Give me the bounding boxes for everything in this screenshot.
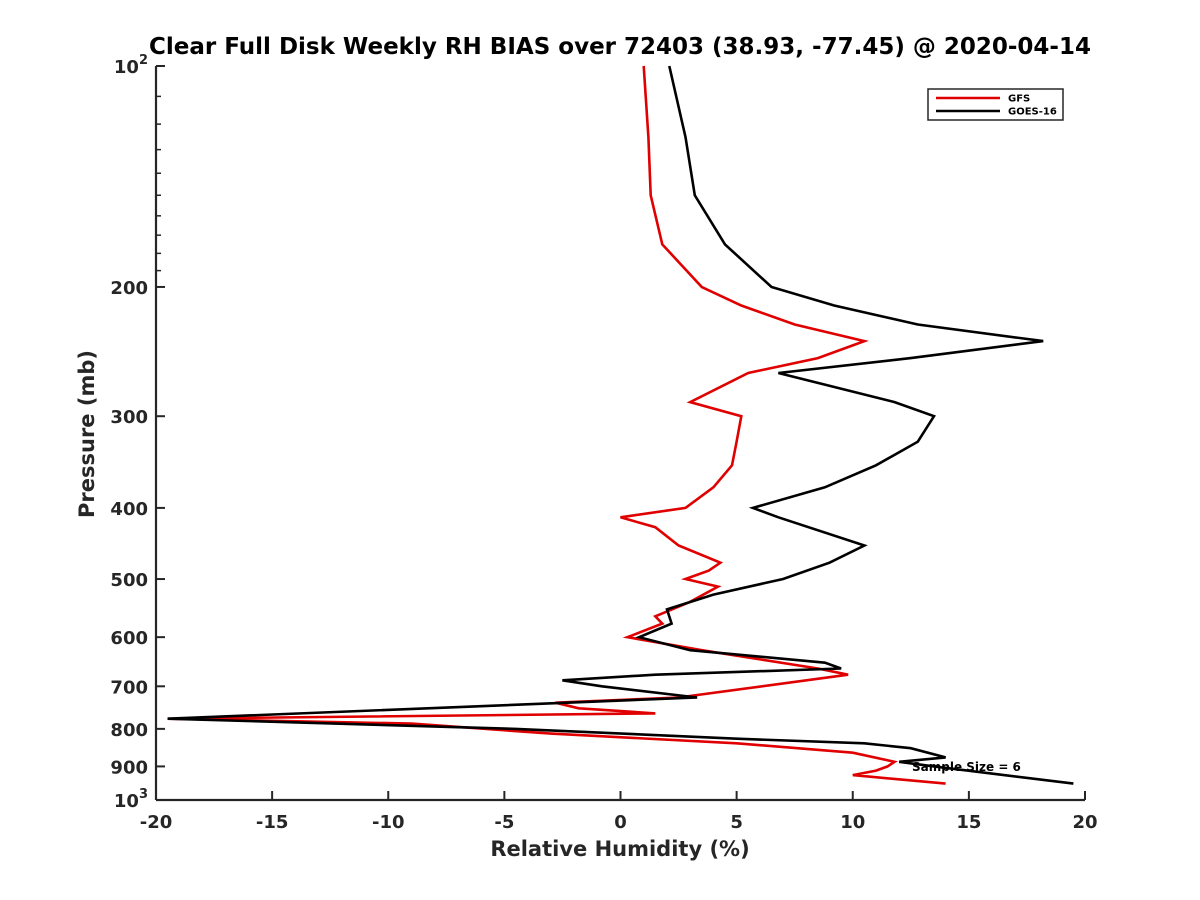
legend-box <box>927 88 1064 121</box>
y-tick-label: 200 <box>110 278 148 299</box>
series-line-gfs <box>167 65 946 785</box>
legend: GFS GOES-16 <box>927 88 1064 121</box>
plot-area <box>156 66 1085 800</box>
x-tick-label: 15 <box>956 812 981 833</box>
y-tick-label: 900 <box>110 757 148 778</box>
x-axis-label: Relative Humidity (%) <box>490 837 749 861</box>
legend-label: GOES-16 <box>1008 107 1057 118</box>
x-tick-label: 5 <box>730 812 743 833</box>
x-tick-label: 0 <box>614 812 627 833</box>
sample-size-annotation: Sample Size = 6 <box>912 760 1021 774</box>
x-tick-label: -10 <box>372 812 405 833</box>
plot-background <box>156 66 1085 800</box>
x-tick-label: -20 <box>140 812 173 833</box>
y-tick-label: 500 <box>110 570 148 591</box>
series-layer <box>167 65 1074 785</box>
y-tick-label: 400 <box>110 499 148 520</box>
y-axis-label: Pressure (mb) <box>75 350 99 518</box>
axes-layer: -20 -15 -10 -5 0 5 10 15 20 102 200 300 400 500 600 700… <box>110 53 1097 833</box>
x-tick-label: 20 <box>1072 812 1097 833</box>
y-tick-label: 600 <box>110 628 148 649</box>
legend-label: GFS <box>1008 94 1030 105</box>
y-tick-label: 300 <box>110 407 148 428</box>
chart-title: Clear Full Disk Weekly RH BIAS over 7240… <box>149 34 1091 60</box>
y-tick-label: 800 <box>110 720 148 741</box>
x-tick-label: 10 <box>840 812 865 833</box>
y-tick-label: 102 <box>114 53 148 78</box>
y-tick-label: 103 <box>114 787 148 812</box>
series-line-goes-16 <box>167 65 1074 785</box>
x-tick-label: -15 <box>256 812 289 833</box>
y-tick-label: 700 <box>110 677 148 698</box>
x-tick-label: -5 <box>494 812 514 833</box>
